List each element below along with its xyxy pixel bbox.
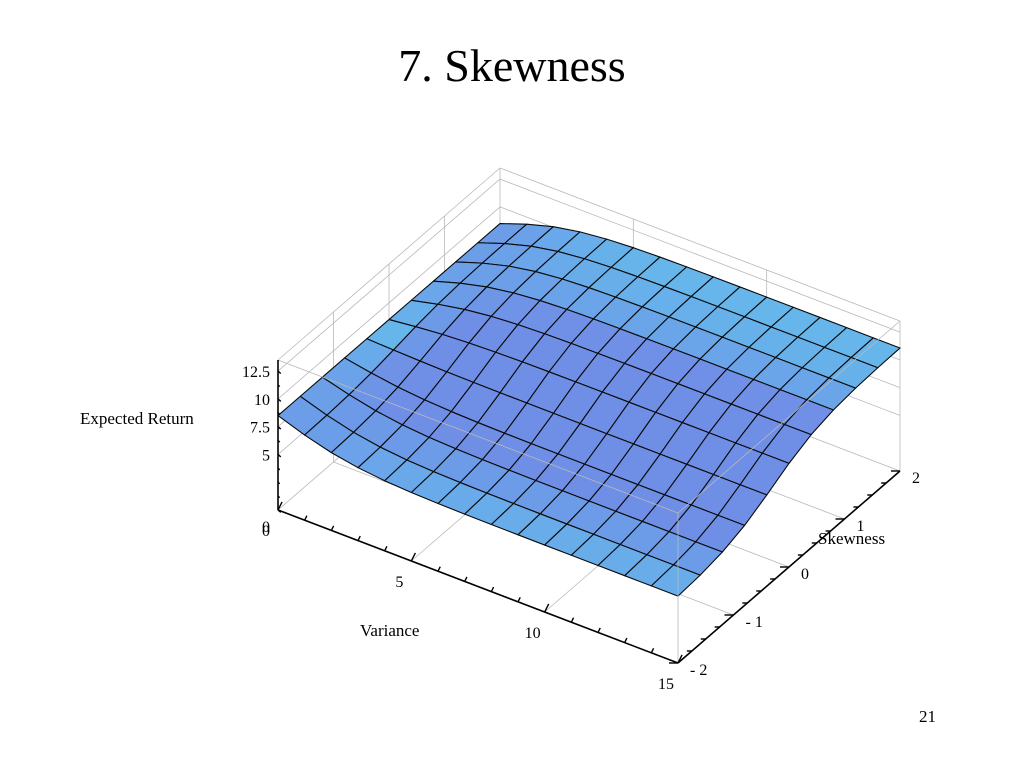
z-axis-tick xyxy=(277,440,281,443)
grid-line xyxy=(277,206,501,400)
z-tick-label: 5 xyxy=(262,447,270,464)
y-tick-label: 2 xyxy=(912,470,920,487)
z-axis-tick xyxy=(277,509,282,513)
z-tick-label: 10 xyxy=(254,392,270,409)
x-axis-tick xyxy=(304,515,308,521)
z-axis-tick xyxy=(277,370,282,375)
page-number: 21 xyxy=(919,707,936,726)
x-tick-label: 15 xyxy=(658,676,674,693)
x-axis-tick xyxy=(624,637,628,643)
grid-line xyxy=(499,178,901,333)
x-axis-tick xyxy=(517,596,521,603)
surface-cell xyxy=(650,564,701,597)
box-edge xyxy=(499,167,901,322)
tick-labels: 0 5 10 15 - 2 - 1 0 1 2 0 5 7.5 10 12.5 xyxy=(242,364,920,693)
x-axis-tick xyxy=(677,654,683,664)
z-tick-label: 0 xyxy=(262,519,270,536)
x-axis-tick xyxy=(650,647,655,654)
x-tick-label: 10 xyxy=(525,625,541,642)
x-tick-label: 5 xyxy=(395,574,403,591)
x-axis-tick xyxy=(410,552,417,562)
x-tick-label: 0 xyxy=(262,523,270,540)
grid-line xyxy=(277,178,501,372)
z-axis-tick xyxy=(277,495,281,499)
x-axis-label: Variance xyxy=(360,621,419,640)
x-axis-tick xyxy=(490,586,495,592)
box-edge xyxy=(277,359,679,514)
z-tick-label: 12.5 xyxy=(242,364,270,381)
z-axis-label: Expected Return xyxy=(80,409,194,428)
z-axis-tick xyxy=(277,384,281,388)
y-tick-label: 0 xyxy=(801,566,809,583)
x-axis-line xyxy=(277,509,679,664)
axes xyxy=(277,360,901,664)
z-axis-tick xyxy=(277,453,282,458)
y-tick-label: - 2 xyxy=(690,662,707,679)
z-axis-tick xyxy=(277,412,281,415)
box-edge xyxy=(677,320,901,514)
x-axis-tick xyxy=(544,603,550,613)
x-axis-tick xyxy=(437,566,441,572)
y-tick-label: - 1 xyxy=(746,614,763,631)
surface-mesh xyxy=(277,223,901,597)
z-axis-tick xyxy=(277,398,282,402)
z-axis-tick xyxy=(277,467,281,471)
x-axis-tick xyxy=(597,627,601,633)
y-axis-label: Skewness xyxy=(818,529,885,548)
x-axis-tick xyxy=(277,501,283,511)
z-tick-label: 7.5 xyxy=(250,420,270,437)
slide-title: 7. Skewness xyxy=(398,40,626,91)
x-axis-tick xyxy=(384,545,388,552)
y-tick-label: 1 xyxy=(857,518,865,535)
x-axis-tick xyxy=(357,535,361,541)
x-axis-tick xyxy=(464,576,468,582)
z-axis-tick xyxy=(277,481,281,485)
x-axis-tick xyxy=(570,617,575,623)
x-axis-tick xyxy=(330,525,335,531)
z-axis-tick xyxy=(277,426,282,430)
